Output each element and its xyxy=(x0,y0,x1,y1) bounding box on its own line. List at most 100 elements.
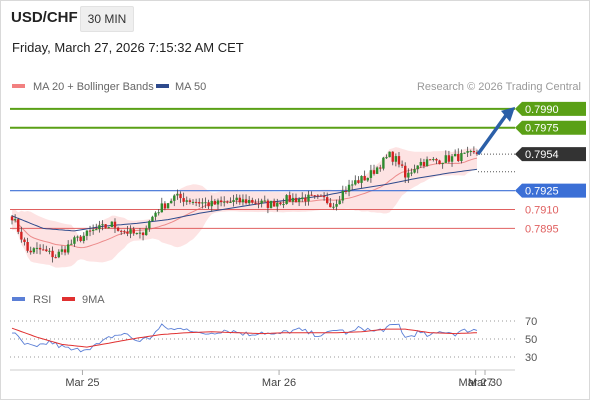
candle-body xyxy=(10,216,14,221)
candle-body xyxy=(166,203,170,209)
candle-body xyxy=(344,190,348,192)
ma20-legend-swatch xyxy=(12,84,25,88)
candle-body xyxy=(400,164,404,166)
bollinger-band-fill xyxy=(12,147,477,268)
candle-body xyxy=(341,190,345,201)
rsi-tick-70: 70 xyxy=(525,316,537,328)
candle-body xyxy=(419,161,423,166)
candle-body xyxy=(272,200,276,207)
candle-body xyxy=(357,180,360,183)
level-labels: 0.7990 0.7975 0.7954 0.7925 0.7910 0.7895 xyxy=(515,101,586,235)
candle-body xyxy=(20,231,23,240)
candles xyxy=(10,146,479,263)
candle-body xyxy=(366,177,369,181)
candle-body xyxy=(279,202,282,205)
candle-body xyxy=(313,195,316,197)
candle-body xyxy=(397,156,401,165)
candle-body xyxy=(138,232,142,234)
candle-body xyxy=(157,212,160,214)
candle-body xyxy=(113,221,117,228)
candle-body xyxy=(288,195,291,202)
candle-body xyxy=(213,200,217,205)
candle-body xyxy=(263,200,266,202)
candle-body xyxy=(372,170,376,174)
candle-body xyxy=(394,156,398,162)
timeframe-button[interactable]: 30 MIN xyxy=(80,6,134,32)
candle-body xyxy=(428,159,432,161)
candle-body xyxy=(332,206,335,208)
ma20-line xyxy=(11,157,478,249)
rsi-tick-30: 30 xyxy=(525,352,537,364)
candle-body xyxy=(32,248,36,253)
candle-body xyxy=(354,180,357,185)
candle-body xyxy=(154,212,157,217)
candle-body xyxy=(466,151,469,153)
candle-body xyxy=(70,243,73,245)
candle-body xyxy=(144,228,148,236)
candle-body xyxy=(297,199,301,202)
candle-body xyxy=(251,199,254,203)
candle-body xyxy=(329,203,332,208)
candle-body xyxy=(269,200,273,208)
rsi-tick-50: 50 xyxy=(525,334,537,346)
candle-body xyxy=(173,195,176,201)
candle-body xyxy=(301,197,304,200)
candle-body xyxy=(266,200,270,208)
level-tag-3 xyxy=(515,183,586,198)
candle-body xyxy=(229,201,232,203)
candle-body xyxy=(282,204,285,206)
candle-body xyxy=(210,200,213,207)
candle-body xyxy=(148,221,151,229)
candle-body xyxy=(126,231,129,234)
forecast-arrow-shaft xyxy=(476,112,509,156)
candle-body xyxy=(285,195,288,205)
candle-body xyxy=(42,249,45,251)
bollinger-bands xyxy=(11,147,478,268)
candle-body xyxy=(66,244,70,253)
candle-body xyxy=(254,202,257,204)
candle-body xyxy=(425,159,429,167)
candle-body xyxy=(447,155,451,162)
candle-body xyxy=(304,197,307,202)
rsi-ma-legend-label: 9MA xyxy=(82,294,105,306)
level-tag-2 xyxy=(515,147,586,162)
ma50-line xyxy=(11,168,478,232)
rsi-legend: RSI 9MA xyxy=(12,294,105,306)
candle-body xyxy=(369,170,373,178)
candle-body xyxy=(35,247,39,249)
candle-body xyxy=(60,249,64,252)
candle-body xyxy=(216,200,220,205)
symbol-label: USD/CHF xyxy=(11,9,78,26)
candle-body xyxy=(247,199,251,204)
candle-body xyxy=(88,230,92,232)
candle-body xyxy=(169,200,173,204)
candle-body xyxy=(194,201,198,203)
candle-body xyxy=(54,257,57,259)
candle-body xyxy=(188,200,192,203)
candle-body xyxy=(472,150,476,153)
rsi-ma-line xyxy=(11,327,478,348)
candle-body xyxy=(98,225,101,230)
rsi-line xyxy=(11,323,478,353)
forecast-arrow xyxy=(476,106,515,156)
candle-body xyxy=(226,201,229,203)
candle-body xyxy=(347,184,351,192)
x-tick-label-0: Mar 25 xyxy=(65,377,99,389)
candle-body xyxy=(338,200,341,205)
candle-body xyxy=(201,202,204,204)
candle-body xyxy=(379,167,382,169)
candle-body xyxy=(23,239,26,243)
candle-body xyxy=(176,193,179,196)
candle-body xyxy=(163,203,167,209)
candle-body xyxy=(385,157,388,159)
candle-body xyxy=(360,175,363,183)
rsi-ma-legend-swatch xyxy=(62,297,75,301)
candle-body xyxy=(307,194,310,202)
ma50-legend-label: MA 50 xyxy=(175,81,206,93)
copyright-label: Research © 2026 Trading Central xyxy=(417,81,581,93)
candle-body xyxy=(410,172,413,174)
x-tick-label-3: Mar 30 xyxy=(468,377,502,389)
candle-body xyxy=(241,199,245,203)
candle-body xyxy=(450,156,454,162)
